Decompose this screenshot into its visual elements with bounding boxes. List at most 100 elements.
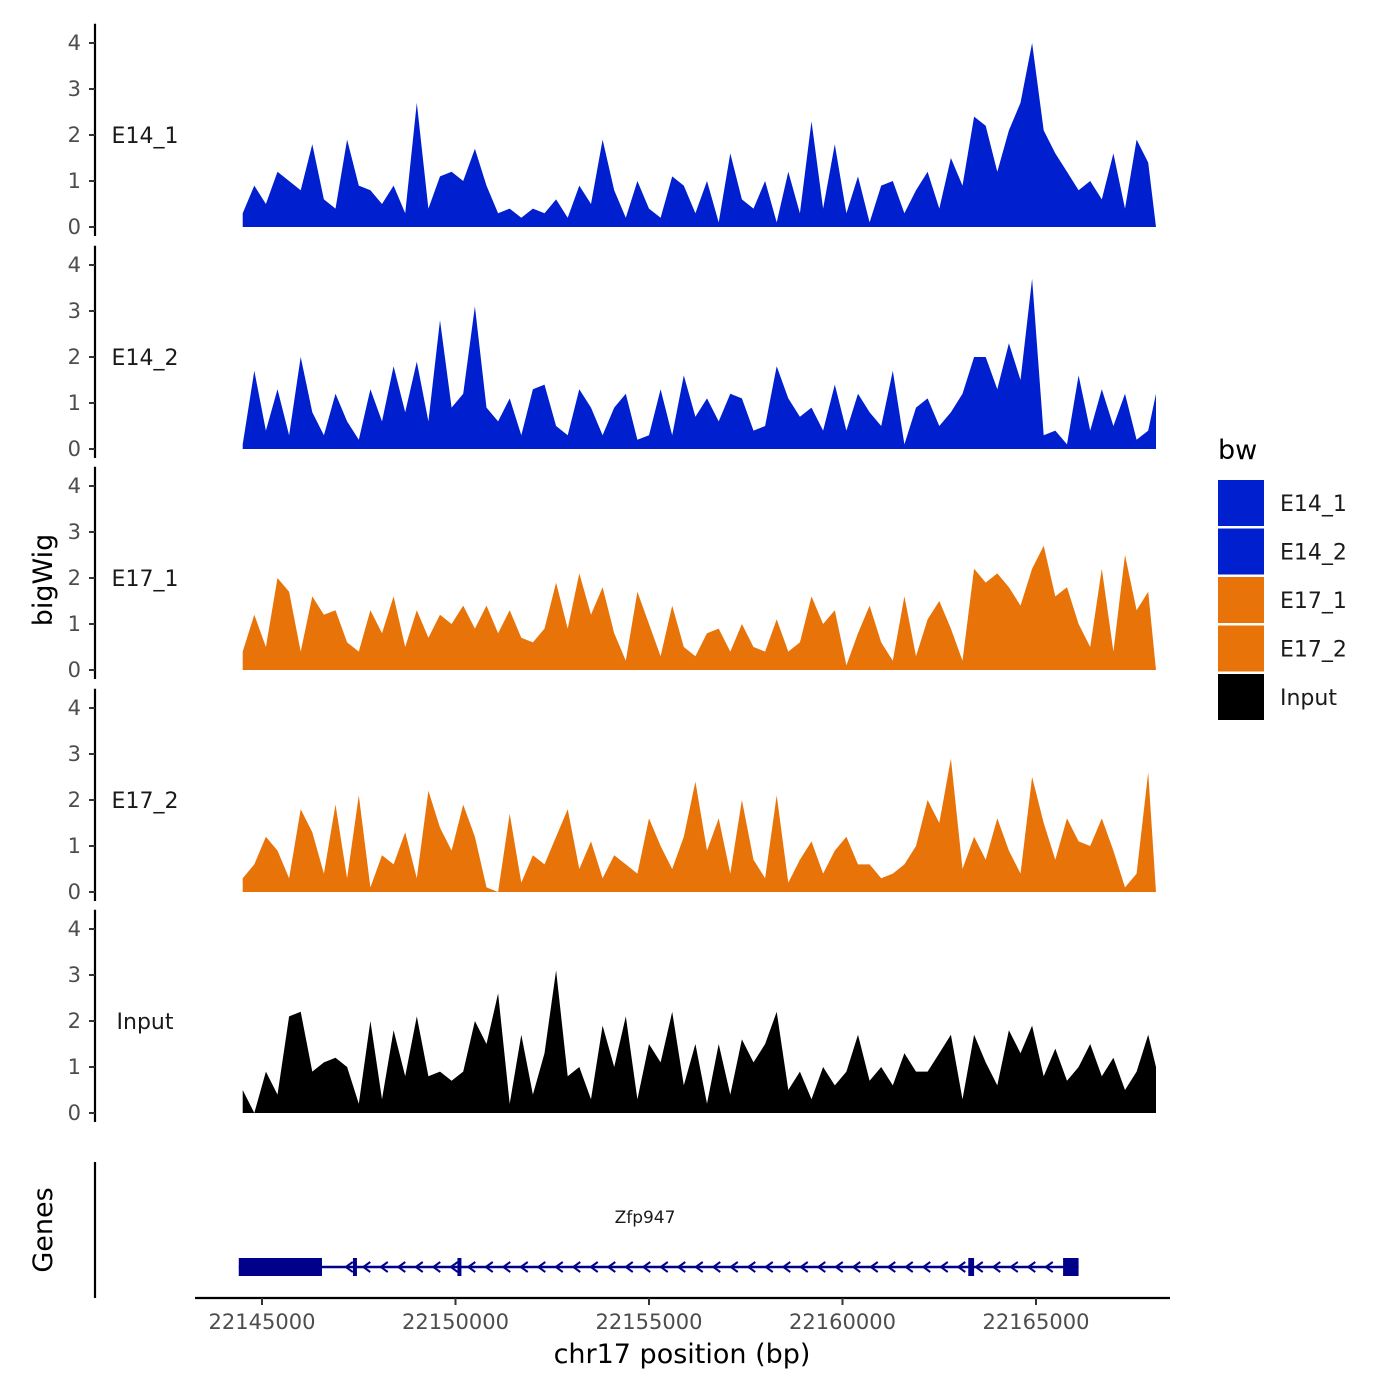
strand-arrow (904, 1261, 914, 1273)
strand-arrow (711, 1261, 721, 1273)
legend-swatch (1218, 480, 1264, 526)
coverage-tracks: 0 1 2 3 4 E14_1 0 1 2 3 4 E14_2 0 1 2 3 4 E17_1 0 1 2 3 4 E17_2… (68, 23, 1156, 1125)
strand-arrow (729, 1261, 739, 1273)
gene-models: Zfp947 (238, 1208, 1079, 1276)
strand-arrow (589, 1261, 599, 1273)
strand-arrow (939, 1261, 949, 1273)
legend-item-e14-2: E14_2 (1218, 528, 1347, 575)
legend-swatch (1218, 674, 1264, 720)
strand-arrow (449, 1261, 459, 1273)
y-tick-label: 1 (68, 169, 81, 193)
track-label: E17_2 (112, 789, 179, 814)
y-tick-label: 3 (68, 963, 81, 987)
y-tick-label: 2 (68, 566, 81, 590)
coverage-area-e17-1 (242, 545, 1156, 670)
gene-exon (352, 1258, 357, 1276)
y-tick-label: 4 (68, 474, 81, 498)
legend-item-e14-1: E14_1 (1218, 480, 1347, 526)
legend-label: Input (1280, 686, 1337, 711)
coverage-area-input (242, 970, 1156, 1113)
y-tick-label: 4 (68, 31, 81, 55)
legend-items: E14_1 E14_2 E17_1 E17_2 Input (1218, 480, 1347, 720)
y-tick-label: 3 (68, 520, 81, 544)
strand-arrow (851, 1261, 861, 1273)
y-tick-label: 0 (68, 215, 81, 239)
y-tick-label: 4 (68, 917, 81, 941)
legend-label: E14_2 (1280, 541, 1347, 566)
y-tick-label: 1 (68, 834, 81, 858)
strand-arrow (974, 1261, 984, 1273)
x-axis-title: chr17 position (bp) (554, 1339, 811, 1370)
y-tick-label: 1 (68, 612, 81, 636)
gene-exon (238, 1258, 322, 1276)
strand-arrow (361, 1261, 371, 1273)
x-tick-label: 22145000 (209, 1310, 316, 1334)
x-tick-label: 22165000 (983, 1310, 1090, 1334)
y-tick-label: 2 (68, 123, 81, 147)
gene-panel: Genes Zfp947 (28, 1162, 1079, 1298)
strand-arrow (676, 1261, 686, 1273)
strand-arrow (519, 1261, 529, 1273)
strand-arrow (1009, 1261, 1019, 1273)
y-tick-label: 3 (68, 77, 81, 101)
strand-arrow (571, 1261, 581, 1273)
legend-label: E14_1 (1280, 492, 1347, 517)
y-tick-label: 2 (68, 345, 81, 369)
strand-arrow (746, 1261, 756, 1273)
y-tick-label: 4 (68, 253, 81, 277)
strand-arrow (396, 1261, 406, 1273)
strand-arrow (606, 1261, 616, 1273)
strand-arrow (1026, 1261, 1036, 1273)
strand-arrow (414, 1261, 424, 1273)
strand-arrow (886, 1261, 896, 1273)
track-input: 0 1 2 3 4 Input (68, 909, 1156, 1125)
track-e14-1: 0 1 2 3 4 E14_1 (68, 23, 1156, 239)
strand-arrow (379, 1261, 389, 1273)
y-tick-label: 4 (68, 696, 81, 720)
strand-arrow (484, 1261, 494, 1273)
y-tick-label: 0 (68, 658, 81, 682)
strand-arrow (624, 1261, 634, 1273)
track-label: E17_1 (112, 567, 179, 592)
strand-arrow (799, 1261, 809, 1273)
legend-label: E17_2 (1280, 638, 1347, 663)
strand-arrow (921, 1261, 931, 1273)
track-e14-2: 0 1 2 3 4 E14_2 (68, 245, 1156, 461)
strand-arrow (694, 1261, 704, 1273)
strand-arrow (659, 1261, 669, 1273)
strand-arrow (816, 1261, 826, 1273)
x-axis-ticks: 22145000 22150000 22155000 22160000 22165000 (209, 1298, 1090, 1334)
y-tick-label: 0 (68, 1101, 81, 1125)
strand-arrow (501, 1261, 511, 1273)
legend-item-input: Input (1218, 674, 1337, 720)
track-label: Input (117, 1010, 174, 1035)
legend-swatch (1218, 625, 1264, 672)
strand-arrow (554, 1261, 564, 1273)
y-tick-label: 0 (68, 437, 81, 461)
coverage-area-e14-1 (242, 43, 1156, 227)
y-tick-label: 2 (68, 788, 81, 812)
legend-label: E17_1 (1280, 589, 1347, 614)
strand-arrow (869, 1261, 879, 1273)
gene-exon (457, 1258, 462, 1276)
track-e17-1: 0 1 2 3 4 E17_1 (68, 466, 1156, 682)
legend-item-e17-1: E17_1 (1218, 577, 1347, 623)
legend: bw E14_1 E14_2 E17_1 E17_2 Input (1218, 435, 1347, 720)
strand-arrow (764, 1261, 774, 1273)
x-tick-label: 22160000 (789, 1310, 896, 1334)
y-tick-label: 3 (68, 742, 81, 766)
strand-arrow (956, 1261, 966, 1273)
legend-title: bw (1218, 435, 1257, 466)
strand-arrow (431, 1261, 441, 1273)
track-label: E14_2 (112, 346, 179, 371)
y-tick-label: 1 (68, 1055, 81, 1079)
coverage-area-e14-2 (242, 278, 1156, 449)
gene-name-label: Zfp947 (615, 1208, 676, 1228)
track-label: E14_1 (112, 124, 179, 149)
coverage-area-e17-2 (242, 758, 1156, 892)
x-axis: 22145000 22150000 22155000 22160000 22165000… (195, 1296, 1170, 1370)
genes-axis-title: Genes (28, 1187, 59, 1272)
strand-arrow (536, 1261, 546, 1273)
strand-arrow (1044, 1261, 1054, 1273)
gene-exon (968, 1258, 975, 1276)
